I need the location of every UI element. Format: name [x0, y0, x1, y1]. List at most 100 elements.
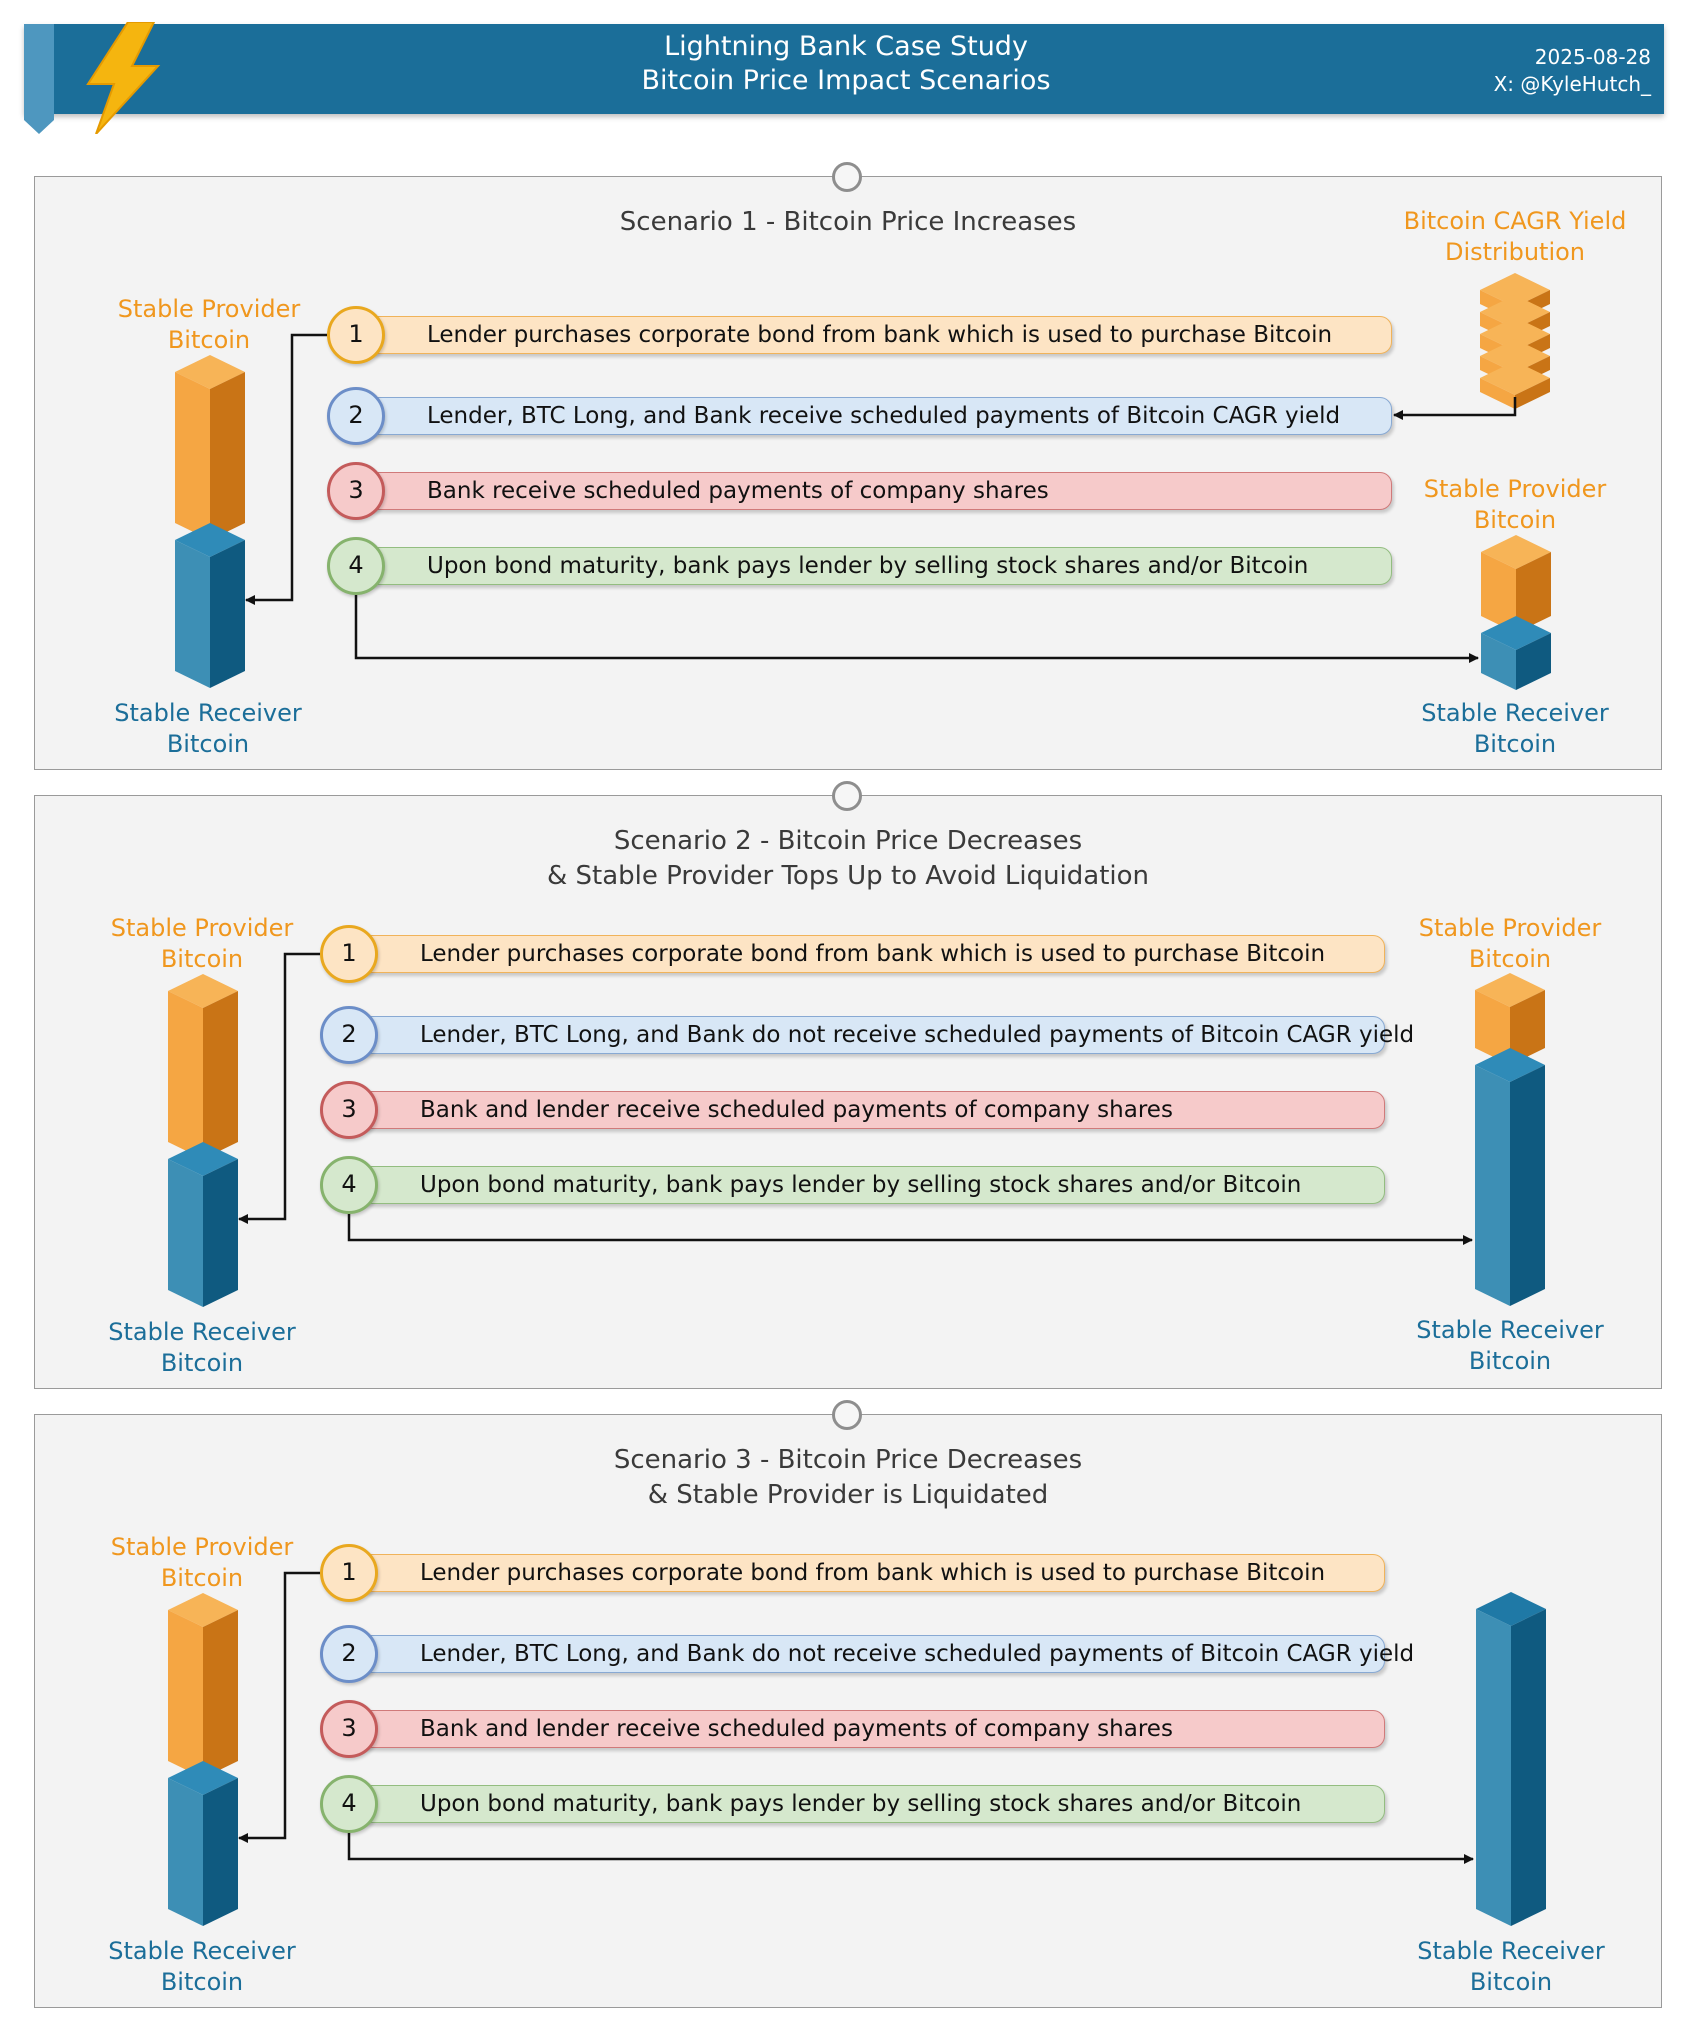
s1-left-receiver-label: Stable Receiver Bitcoin — [88, 698, 328, 760]
s1-right-receiver-label: Stable Receiver Bitcoin — [1395, 698, 1635, 760]
s2-arrow-maturity-to-receiver — [347, 1214, 1473, 1245]
panel-connector-3 — [832, 1400, 862, 1430]
s2-left-provider-label: Stable Provider Bitcoin — [82, 913, 322, 975]
s1-cagr-label: Bitcoin CAGR Yield Distribution — [1395, 206, 1635, 268]
s1-step-1-number: 1 — [327, 306, 385, 364]
bar-segment-receiver — [1481, 616, 1551, 690]
s1-left-bar — [175, 355, 245, 688]
panel-connector-2 — [832, 781, 862, 811]
s2-step-3-number: 3 — [320, 1081, 378, 1139]
s3-left-provider-label: Stable Provider Bitcoin — [82, 1532, 322, 1594]
bar-segment-receiver — [1476, 1592, 1546, 1926]
label-line: Stable Provider — [117, 295, 301, 323]
bar-segment-receiver — [1475, 1048, 1545, 1306]
date-label: 2025-08-28 — [1534, 45, 1651, 69]
s2-left-bar — [168, 974, 238, 1307]
s3-step-3-number: 3 — [320, 1700, 378, 1758]
title-line-2: Bitcoin Price Impact Scenarios — [641, 65, 1051, 96]
label-line: Bitcoin — [1473, 730, 1557, 758]
s2-right-receiver-label: Stable Receiver Bitcoin — [1390, 1315, 1630, 1377]
bar-segment-provider — [1481, 535, 1551, 633]
bar-segment-receiver — [175, 523, 245, 688]
bar-segment-receiver — [168, 1142, 238, 1307]
step-text: Upon bond maturity, bank pays lender by … — [427, 553, 1309, 579]
step-text: Lender, BTC Long, and Bank receive sched… — [427, 403, 1341, 429]
s2-right-bar — [1475, 973, 1545, 1306]
s2-arrow-bond-to-receiver — [238, 952, 320, 1224]
step-text: Bank and lender receive scheduled paymen… — [420, 1097, 1173, 1123]
s1-right-provider-label: Stable Provider Bitcoin — [1395, 474, 1635, 536]
step-text: Upon bond maturity, bank pays lender by … — [420, 1172, 1302, 1198]
s2-step-2: Lender, BTC Long, and Bank do not receiv… — [353, 1016, 1414, 1054]
step-text: Upon bond maturity, bank pays lender by … — [420, 1791, 1302, 1817]
label-line: Stable Receiver — [1416, 1316, 1604, 1344]
s2-step-1-number: 1 — [320, 925, 378, 983]
label-line: Bitcoin — [166, 730, 250, 758]
label-line: Bitcoin CAGR Yield — [1403, 207, 1627, 235]
s3-right-receiver-label: Stable Receiver Bitcoin — [1391, 1936, 1631, 1998]
label-line: Bitcoin — [160, 1564, 244, 1592]
s1-step-3-number: 3 — [327, 462, 385, 520]
s3-step-4: Upon bond maturity, bank pays lender by … — [353, 1785, 1385, 1823]
label-line: Bitcoin — [1473, 506, 1557, 534]
step-text: Lender, BTC Long, and Bank do not receiv… — [420, 1641, 1415, 1667]
step-text: Lender purchases corporate bond from ban… — [420, 941, 1326, 967]
s1-arrow-bond-to-receiver — [245, 333, 327, 605]
step-text: Bank receive scheduled payments of compa… — [427, 478, 1049, 504]
bar-segment-provider — [168, 1593, 238, 1778]
s3-arrow-bond-to-receiver — [238, 1571, 320, 1843]
label-line: Stable Receiver — [1417, 1937, 1605, 1965]
s1-cagr-coin-stack — [1480, 273, 1550, 409]
label-line: Stable Provider — [110, 1533, 294, 1561]
s3-step-4-number: 4 — [320, 1775, 378, 1833]
step-text: Lender purchases corporate bond from ban… — [420, 1560, 1326, 1586]
s2-step-3: Bank and lender receive scheduled paymen… — [353, 1091, 1385, 1129]
s3-step-3: Bank and lender receive scheduled paymen… — [353, 1710, 1385, 1748]
label-line: Bitcoin — [160, 945, 244, 973]
s1-arrow-maturity-to-receiver — [354, 595, 1479, 663]
s3-step-2: Lender, BTC Long, and Bank do not receiv… — [353, 1635, 1414, 1673]
scenario-3-title-line-1: Scenario 3 - Bitcoin Price Decreases — [613, 1445, 1083, 1475]
scenario-2-title: Scenario 2 - Bitcoin Price Decreases & S… — [34, 824, 1662, 894]
scenario-1-title-line-1: Scenario 1 - Bitcoin Price Increases — [619, 207, 1077, 237]
s1-step-3: Bank receive scheduled payments of compa… — [360, 472, 1392, 510]
label-line: Stable Receiver — [108, 1318, 296, 1346]
label-line: Bitcoin — [160, 1968, 244, 1996]
scenario-2-title-line-2: & Stable Provider Tops Up to Avoid Liqui… — [546, 861, 1150, 891]
s1-step-2: Lender, BTC Long, and Bank receive sched… — [360, 397, 1392, 435]
scenario-3-title: Scenario 3 - Bitcoin Price Decreases & S… — [34, 1443, 1662, 1513]
s3-step-1-number: 1 — [320, 1544, 378, 1602]
label-line: Stable Provider — [110, 914, 294, 942]
bar-segment-receiver — [168, 1761, 238, 1926]
label-line: Bitcoin — [1469, 1968, 1553, 1996]
header-meta: 2025-08-28 X: @KyleHutch_ — [1494, 44, 1651, 98]
label-line: Bitcoin — [1468, 1347, 1552, 1375]
label-line: Stable Receiver — [114, 699, 302, 727]
s3-step-2-number: 2 — [320, 1625, 378, 1683]
scenario-1-title: Scenario 1 - Bitcoin Price Increases — [34, 205, 1662, 240]
s2-step-2-number: 2 — [320, 1006, 378, 1064]
s1-right-bar — [1481, 535, 1551, 690]
panel-connector-1 — [832, 162, 862, 192]
step-text: Lender purchases corporate bond from ban… — [427, 322, 1333, 348]
bar-segment-provider — [1475, 973, 1545, 1065]
s3-left-receiver-label: Stable Receiver Bitcoin — [82, 1936, 322, 1998]
label-line: Bitcoin — [1468, 945, 1552, 973]
s2-step-4: Upon bond maturity, bank pays lender by … — [353, 1166, 1385, 1204]
bar-segment-provider — [175, 355, 245, 540]
label-line: Distribution — [1444, 238, 1585, 266]
s1-step-2-number: 2 — [327, 387, 385, 445]
s1-arrow-cagr-to-step-2 — [1393, 397, 1517, 420]
label-line: Stable Receiver — [108, 1937, 296, 1965]
s3-left-bar — [168, 1593, 238, 1926]
s3-step-1: Lender purchases corporate bond from ban… — [353, 1554, 1385, 1592]
label-line: Bitcoin — [160, 1349, 244, 1377]
label-line: Bitcoin — [167, 326, 251, 354]
s1-left-provider-label: Stable Provider Bitcoin — [89, 294, 329, 356]
label-line: Stable Provider — [1418, 914, 1602, 942]
label-line: Stable Receiver — [1421, 699, 1609, 727]
s2-right-provider-label: Stable Provider Bitcoin — [1390, 913, 1630, 975]
title-line-1: Lightning Bank Case Study — [664, 31, 1028, 62]
s3-arrow-maturity-to-receiver — [347, 1833, 1474, 1864]
